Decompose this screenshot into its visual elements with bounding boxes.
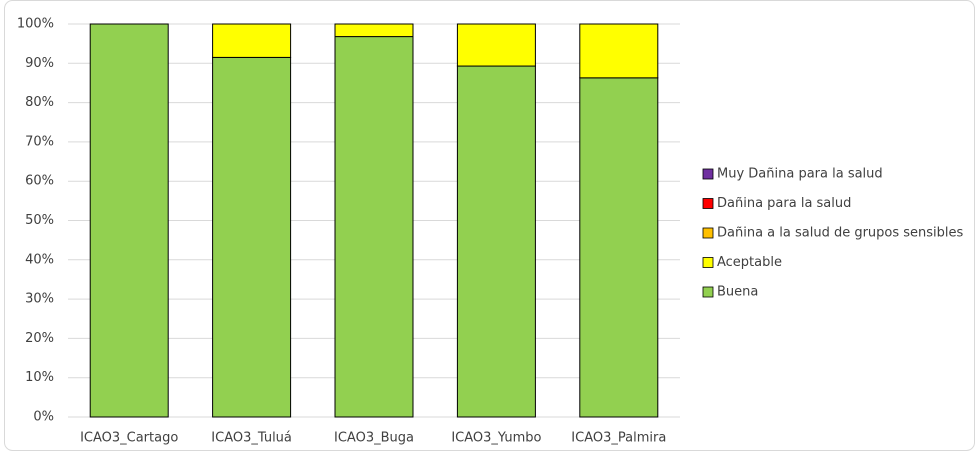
- legend-label: Muy Dañina para la salud: [717, 167, 883, 182]
- bar-segment: [89, 23, 169, 418]
- y-tick-label: 30%: [25, 292, 54, 307]
- y-tick-label: 80%: [25, 95, 54, 110]
- bar-segment: [579, 23, 659, 79]
- legend-label: Dañina a la salud de grupos sensibles: [717, 226, 964, 241]
- legend-label: Dañina para la salud: [717, 196, 851, 211]
- legend-swatch: [702, 198, 714, 209]
- legend-swatch: [702, 227, 714, 239]
- x-tick-label: ICAO3_Yumbo: [451, 431, 541, 446]
- y-tick-label: 90%: [25, 56, 54, 71]
- bar-segment: [334, 36, 414, 418]
- y-tick-label: 70%: [25, 134, 54, 149]
- legend-swatch: [702, 286, 714, 298]
- y-tick-label: 100%: [17, 17, 54, 32]
- y-tick-label: 0%: [33, 410, 54, 425]
- legend-swatch: [702, 257, 714, 268]
- y-tick-label: 10%: [25, 370, 54, 385]
- y-tick-label: 40%: [25, 252, 54, 267]
- x-tick-label: ICAO3_Cartago: [80, 431, 178, 446]
- y-tick-label: 50%: [25, 213, 54, 228]
- legend-swatch: [702, 168, 714, 180]
- bar-segment: [456, 65, 536, 418]
- y-tick-label: 20%: [25, 331, 54, 346]
- bar-segment: [579, 77, 659, 418]
- legend-label: Aceptable: [717, 255, 782, 270]
- bar-segment: [456, 23, 536, 67]
- legend-label: Buena: [717, 285, 758, 300]
- bar-segment: [334, 23, 414, 38]
- x-tick-label: ICAO3_Tuluá: [211, 431, 292, 446]
- x-tick-label: ICAO3_Buga: [334, 431, 414, 446]
- bar-segment: [212, 23, 292, 58]
- x-tick-label: ICAO3_Palmira: [571, 431, 666, 446]
- y-tick-label: 60%: [25, 174, 54, 189]
- bar-segment: [212, 56, 292, 418]
